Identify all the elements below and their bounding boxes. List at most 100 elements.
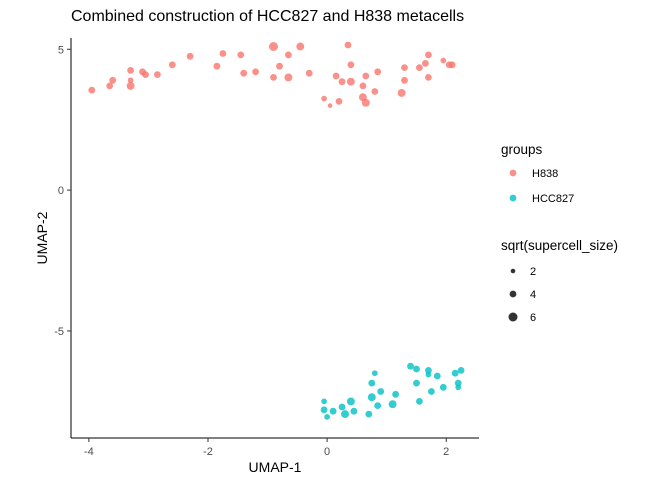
- point-h838-24: [327, 103, 333, 108]
- size-legend-key-4: [509, 290, 517, 298]
- y-axis-title: UMAP-2: [34, 211, 50, 264]
- point-hcc827-12: [374, 402, 382, 409]
- point-h838-5: [126, 81, 135, 90]
- legend-label-h838: H838: [532, 168, 558, 180]
- point-h838-7: [142, 71, 149, 78]
- legend-key-h838: [509, 169, 517, 177]
- point-h838-41: [422, 60, 429, 67]
- point-h838-18: [276, 62, 283, 70]
- point-hcc827-19: [416, 398, 423, 405]
- point-h838-1: [106, 82, 114, 90]
- color-legend-title: groups: [501, 142, 543, 157]
- point-h838-40: [416, 64, 423, 71]
- axis-ticks: -4 -2 0 2 5 0 -5: [54, 44, 449, 458]
- point-hcc827-22: [428, 388, 435, 395]
- point-h838-2: [109, 76, 117, 84]
- point-hcc827-10: [368, 379, 376, 387]
- y-tick-label: 0: [58, 185, 64, 197]
- x-tick-label: 2: [443, 446, 449, 458]
- point-h838-3: [127, 67, 134, 74]
- point-h838-20: [284, 73, 293, 82]
- point-hcc827-9: [367, 393, 376, 402]
- point-h838-33: [361, 98, 370, 107]
- legend-key-hcc827: [509, 194, 517, 202]
- point-hcc827-23: [433, 372, 441, 380]
- point-h838-0: [88, 86, 96, 94]
- y-tick-label: 5: [58, 44, 64, 56]
- size-legend-key-6: [508, 312, 518, 322]
- point-h838-22: [305, 69, 313, 77]
- point-hcc827-11: [371, 370, 378, 377]
- point-h838-25: [332, 72, 340, 80]
- legend-label-hcc827: HCC827: [532, 193, 574, 205]
- x-tick-label: -2: [203, 446, 213, 458]
- point-hcc827-1: [320, 406, 328, 414]
- point-h838-10: [186, 52, 194, 60]
- point-h838-21: [296, 42, 305, 51]
- point-hcc827-0: [321, 398, 327, 405]
- point-h838-39: [401, 64, 408, 71]
- point-hcc827-21: [425, 371, 432, 378]
- point-h838-30: [347, 61, 355, 69]
- point-hcc827-6: [346, 397, 355, 406]
- point-hcc827-4: [338, 403, 346, 411]
- point-hcc827-13: [377, 388, 385, 395]
- x-tick-label: -4: [84, 446, 94, 458]
- y-tick-label: -5: [54, 326, 64, 338]
- point-h838-29: [346, 77, 355, 86]
- point-hcc827-5: [341, 410, 349, 419]
- size-legend-label-6: 6: [530, 312, 536, 324]
- point-h838-15: [252, 68, 259, 76]
- point-h838-35: [371, 88, 379, 95]
- point-h838-28: [344, 41, 352, 49]
- legend: groups H838 HCC827 sqrt(supercell_size) 2…: [501, 142, 618, 324]
- size-legend-entries: 2 4 6: [508, 266, 536, 324]
- point-h838-17: [270, 74, 277, 81]
- point-h838-26: [335, 98, 343, 105]
- point-h838-43: [425, 74, 432, 81]
- point-hcc827-16: [407, 362, 414, 370]
- point-hcc827-2: [324, 414, 330, 420]
- point-h838-12: [219, 50, 227, 57]
- point-h838-44: [440, 57, 447, 64]
- x-axis-title: UMAP-1: [249, 459, 302, 475]
- plot-points: [88, 41, 465, 420]
- point-h838-27: [338, 78, 346, 86]
- point-hcc827-14: [388, 400, 397, 409]
- point-h838-8: [154, 71, 161, 78]
- point-h838-34: [362, 72, 370, 80]
- point-h838-11: [213, 62, 221, 70]
- point-h838-9: [168, 61, 176, 69]
- point-hcc827-15: [392, 390, 399, 398]
- point-h838-19: [285, 51, 292, 59]
- point-h838-37: [397, 88, 406, 97]
- point-h838-16: [269, 42, 278, 51]
- point-h838-14: [240, 69, 248, 77]
- point-hcc827-28: [457, 367, 465, 374]
- point-hcc827-8: [365, 410, 373, 418]
- point-hcc827-27: [455, 384, 462, 391]
- point-hcc827-24: [439, 383, 447, 391]
- point-h838-23: [321, 95, 327, 102]
- size-legend-label-2: 2: [530, 266, 536, 278]
- point-h838-46: [448, 61, 456, 69]
- point-hcc827-20: [425, 367, 432, 374]
- point-hcc827-17: [413, 365, 420, 373]
- point-h838-31: [359, 82, 367, 90]
- plot-axes: [70, 38, 479, 439]
- point-h838-13: [237, 51, 245, 59]
- point-h838-42: [425, 51, 432, 59]
- point-h838-4: [127, 77, 134, 84]
- point-hcc827-25: [451, 369, 459, 377]
- point-hcc827-3: [329, 407, 337, 415]
- point-hcc827-18: [413, 379, 420, 387]
- size-legend-key-2: [510, 268, 516, 274]
- size-legend-label-4: 4: [530, 289, 536, 301]
- point-hcc827-7: [350, 407, 358, 415]
- point-h838-36: [374, 68, 382, 76]
- size-legend-title: sqrt(supercell_size): [501, 238, 618, 253]
- x-tick-label: 0: [324, 446, 330, 458]
- point-h838-38: [401, 76, 408, 84]
- chart-title: Combined construction of HCC827 and H838…: [71, 8, 464, 25]
